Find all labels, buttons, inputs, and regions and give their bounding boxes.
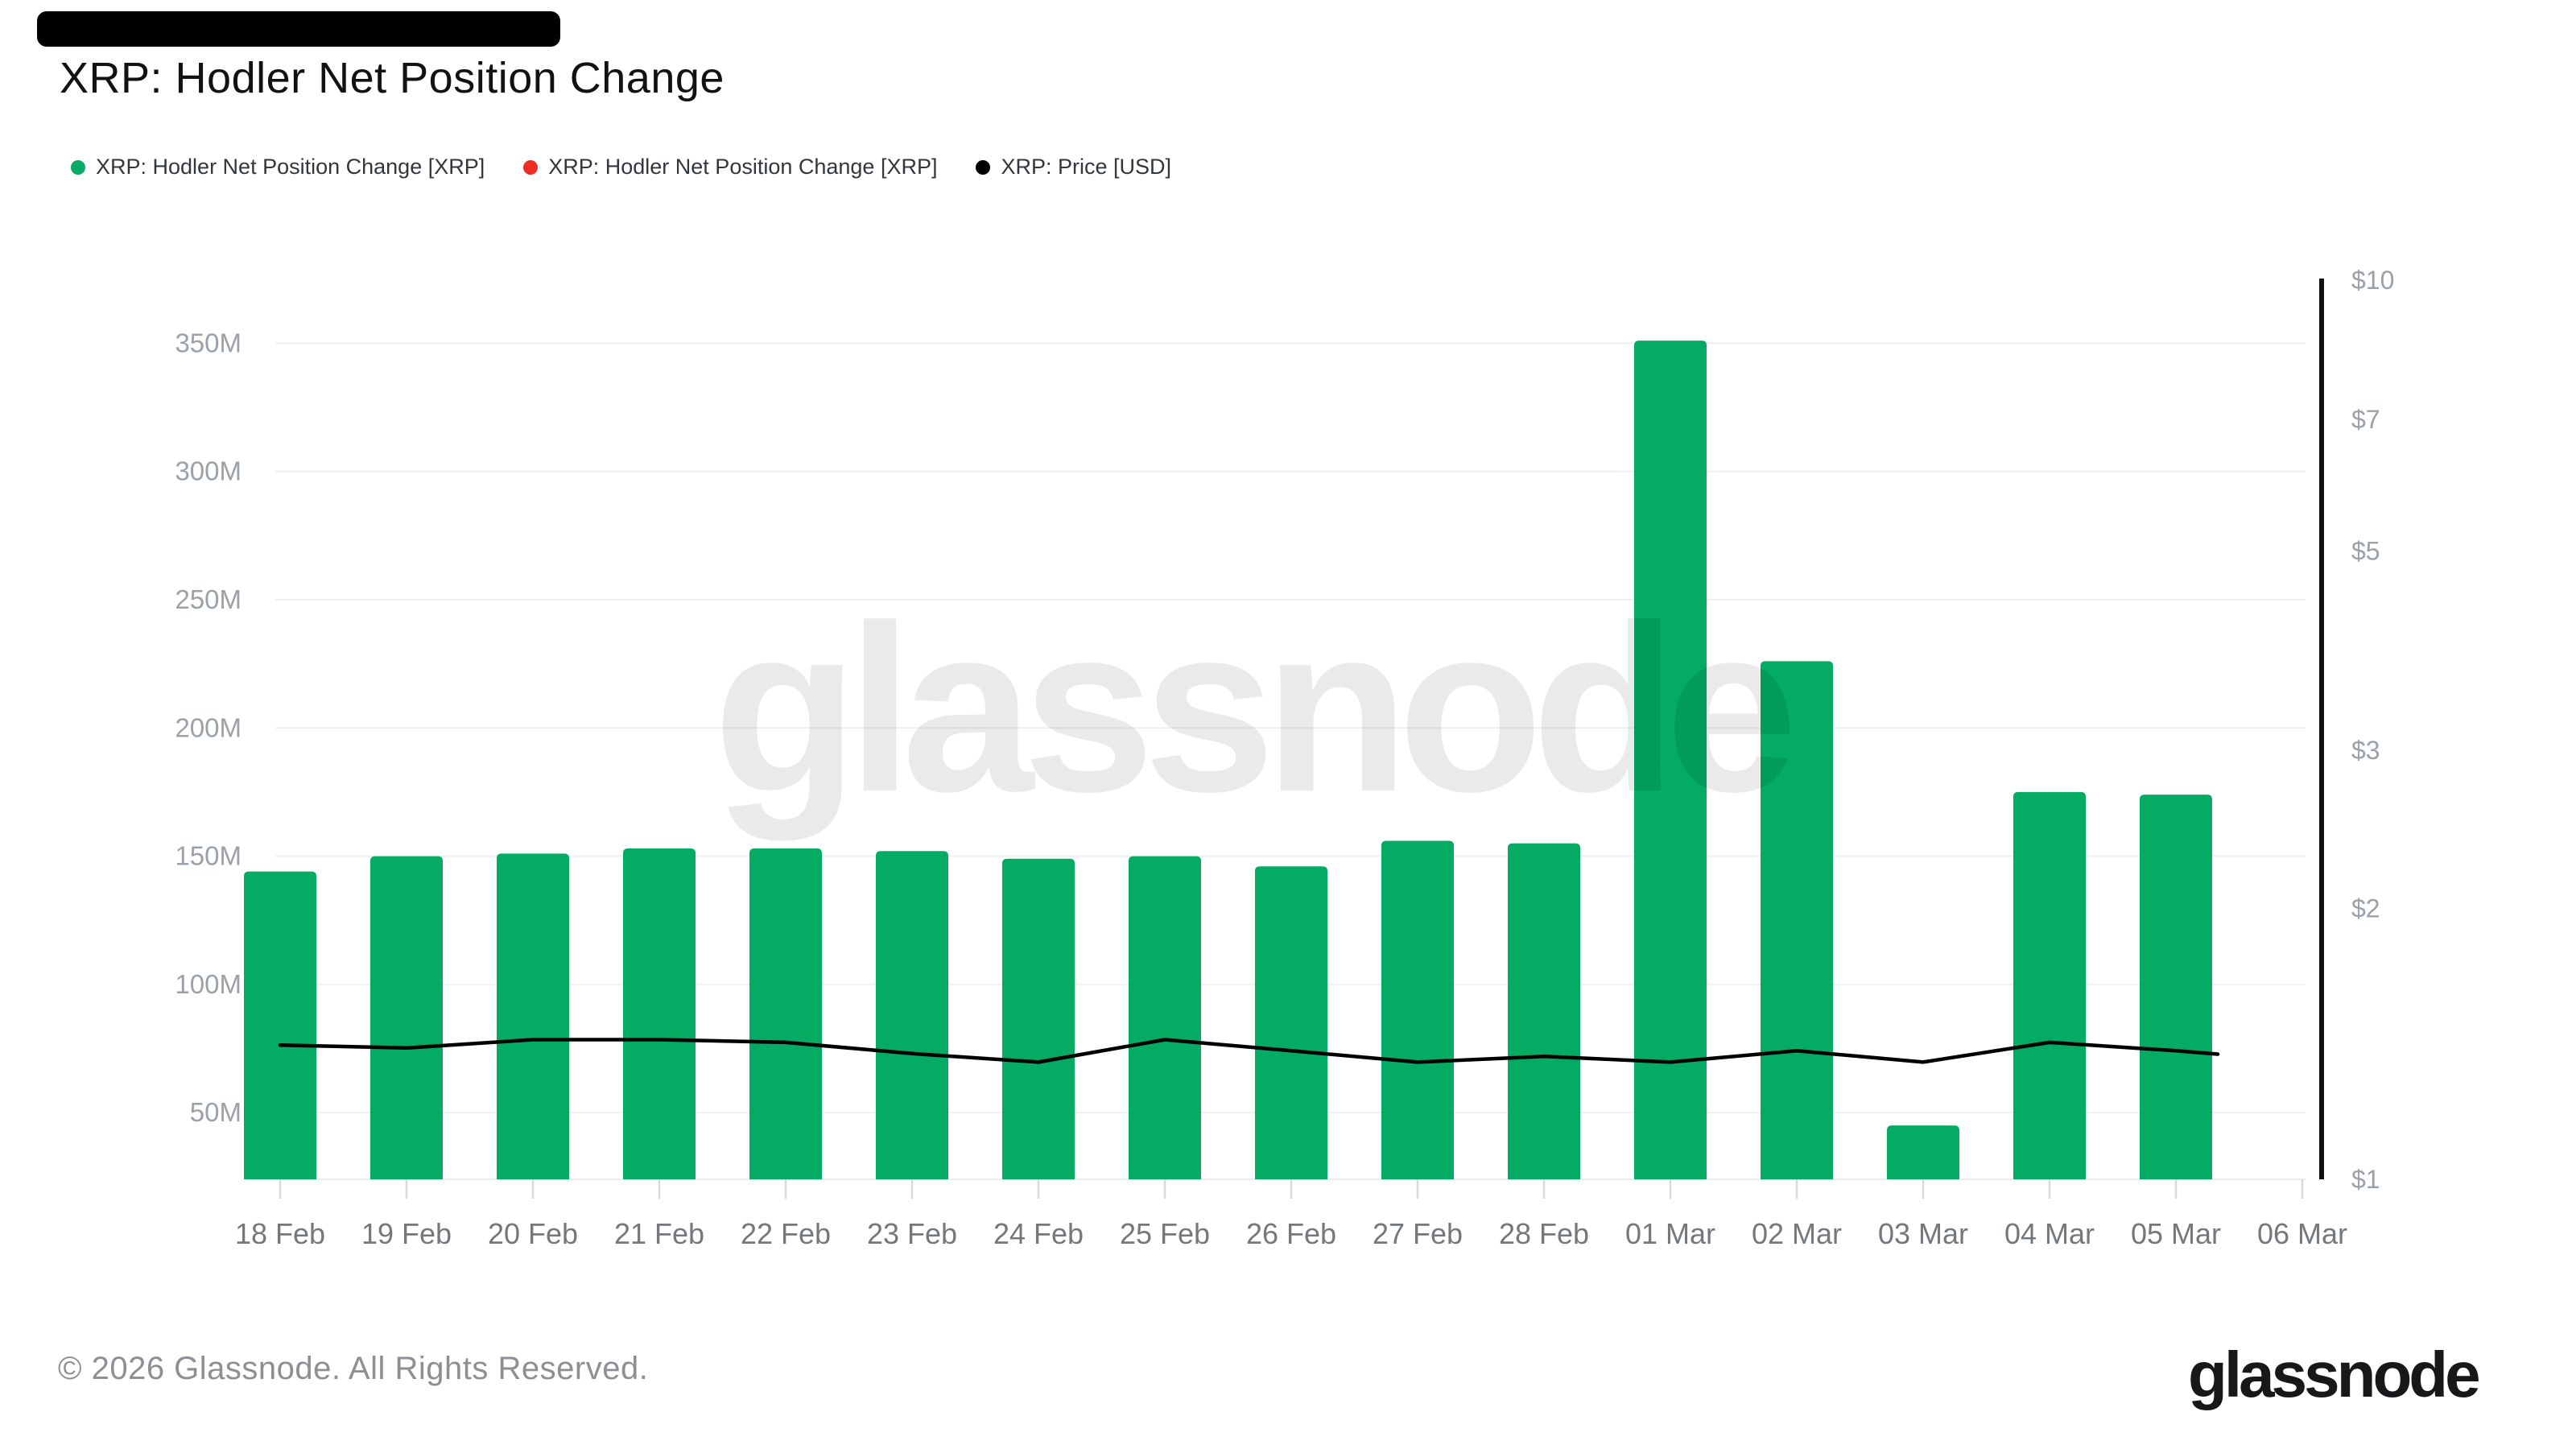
bar-23 Feb[interactable] (876, 851, 948, 1179)
top-left-black-bar (37, 11, 560, 47)
left-axis-tick-label: 250M (175, 584, 242, 614)
bar-28 Feb[interactable] (1508, 843, 1580, 1179)
x-axis-label: 03 Mar (1878, 1217, 1968, 1250)
x-axis-label: 25 Feb (1120, 1217, 1210, 1250)
left-axis-tick-label: 50M (190, 1097, 242, 1127)
x-axis-label: 19 Feb (361, 1217, 452, 1250)
x-axis-label: 20 Feb (488, 1217, 578, 1250)
bar-04 Mar[interactable] (2013, 791, 2086, 1179)
x-axis-label: 26 Feb (1246, 1217, 1336, 1250)
x-axis-label: 21 Feb (614, 1217, 704, 1250)
bar-03 Mar[interactable] (1887, 1125, 1959, 1179)
x-axis-label: 01 Mar (1625, 1217, 1715, 1250)
x-axis-label: 27 Feb (1373, 1217, 1463, 1250)
legend-label: XRP: Hodler Net Position Change [XRP] (548, 155, 938, 179)
bar-20 Feb[interactable] (497, 853, 569, 1179)
black-dot-icon (976, 159, 991, 175)
glassnode-watermark: glassnode (713, 576, 1792, 843)
bar-01 Mar[interactable] (1634, 341, 1707, 1180)
x-axis-label: 05 Mar (2131, 1217, 2221, 1250)
right-axis-tick-label: $5 (2351, 536, 2380, 565)
bar-05 Mar[interactable] (2140, 795, 2212, 1179)
copyright-text: © 2026 Glassnode. All Rights Reserved. (58, 1351, 649, 1386)
right-axis-tick-label: $3 (2351, 736, 2380, 765)
bar-27 Feb[interactable] (1381, 840, 1454, 1179)
right-axis-tick-label: $10 (2351, 266, 2394, 295)
left-axis-tick-label: 100M (175, 969, 242, 999)
legend-label: XRP: Price [USD] (1001, 155, 1172, 179)
x-axis-label: 23 Feb (867, 1217, 957, 1250)
left-axis-tick-label: 150M (175, 841, 242, 871)
bar-19 Feb[interactable] (370, 856, 443, 1179)
legend-label: XRP: Hodler Net Position Change [XRP] (96, 155, 485, 179)
right-axis-tick-label: $7 (2351, 405, 2380, 434)
bar-24 Feb[interactable] (1002, 858, 1075, 1179)
x-axis-label: 02 Mar (1752, 1217, 1842, 1250)
x-axis-label: 18 Feb (235, 1217, 325, 1250)
right-axis-tick-label: $2 (2351, 894, 2380, 923)
legend-item-hodler-net-position-green[interactable]: XRP: Hodler Net Position Change [XRP] (71, 155, 485, 180)
legend-item-hodler-net-position-red[interactable]: XRP: Hodler Net Position Change [XRP] (523, 155, 937, 180)
x-axis-label: 24 Feb (993, 1217, 1084, 1250)
bar-21 Feb[interactable] (623, 848, 696, 1179)
x-axis-label: 04 Mar (2004, 1217, 2095, 1250)
left-axis-tick-label: 200M (175, 712, 242, 742)
x-axis-label: 28 Feb (1499, 1217, 1589, 1250)
left-axis-tick-label: 350M (175, 328, 242, 357)
green-dot-icon (71, 159, 85, 175)
page-title: XRP: Hodler Net Position Change (60, 54, 724, 102)
left-axis-tick-label: 300M (175, 456, 242, 486)
price-line[interactable] (278, 1038, 2220, 1064)
legend: XRP: Hodler Net Position Change [XRP] XR… (71, 155, 1171, 180)
bar-02 Mar[interactable] (1761, 661, 1833, 1179)
bar-25 Feb[interactable] (1129, 856, 1201, 1179)
glassnode-logo: glassnode (2188, 1339, 2481, 1410)
bar-26 Feb[interactable] (1255, 866, 1327, 1179)
red-dot-icon (523, 159, 539, 175)
x-axis-label: 22 Feb (741, 1217, 831, 1250)
legend-item-price[interactable]: XRP: Price [USD] (976, 155, 1171, 180)
bar-18 Feb[interactable] (244, 871, 316, 1179)
right-axis-tick-label: $1 (2351, 1165, 2380, 1194)
bar-22 Feb[interactable] (749, 848, 822, 1179)
x-axis-label: 06 Mar (2257, 1217, 2347, 1250)
